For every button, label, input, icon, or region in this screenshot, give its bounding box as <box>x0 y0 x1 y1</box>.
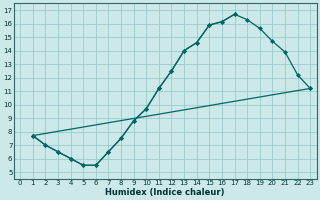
X-axis label: Humidex (Indice chaleur): Humidex (Indice chaleur) <box>106 188 225 197</box>
